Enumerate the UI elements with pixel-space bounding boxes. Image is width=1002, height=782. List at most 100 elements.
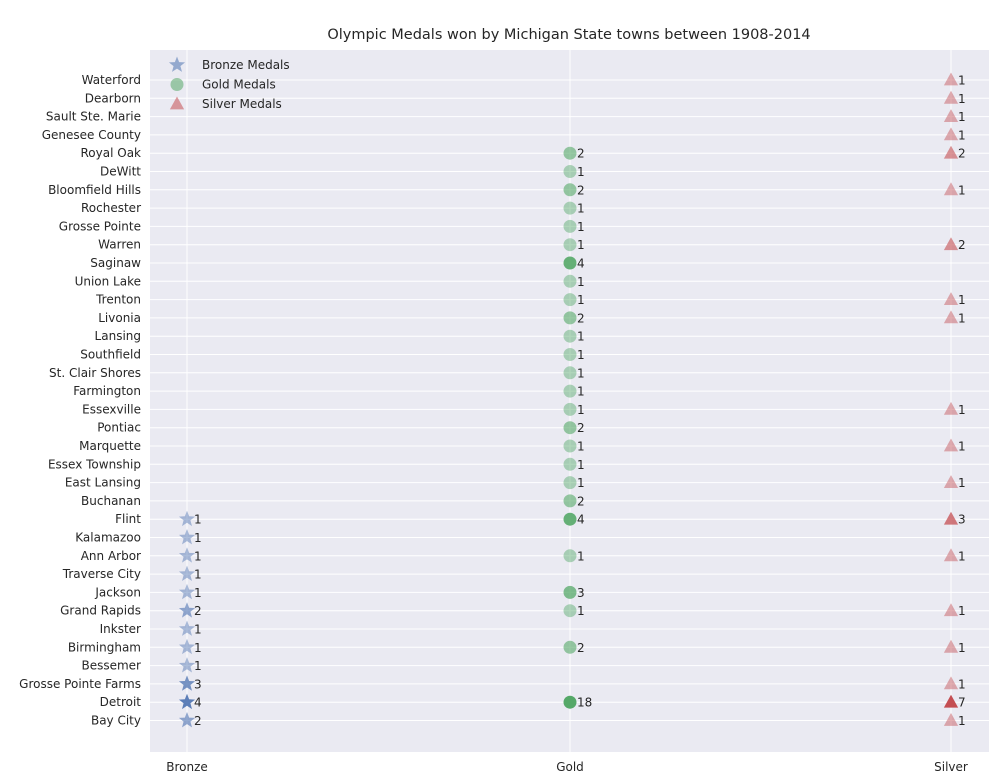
data-label: 1 [958,714,966,728]
data-point-circle [563,476,577,490]
y-tick-label: Birmingham [68,640,141,654]
data-label: 1 [577,330,585,344]
y-tick-label: Bessemer [81,659,141,673]
data-point-circle [563,219,577,233]
y-tick-label: Traverse City [62,567,141,581]
y-tick-label: Trenton [95,293,141,307]
data-label: 1 [577,549,585,563]
data-label: 2 [958,147,966,161]
data-label: 1 [958,311,966,325]
y-tick-label: Dearborn [85,91,141,105]
data-point-circle [563,549,577,563]
data-label: 2 [577,494,585,508]
x-tick-label: Bronze [166,760,208,774]
data-point-star [178,693,196,710]
y-tick-label: Buchanan [81,494,141,508]
data-point-triangle [943,310,959,324]
y-tick-label: Union Lake [75,274,141,288]
y-tick-label: Jackson [94,585,141,599]
y-tick-label: Pontiac [97,421,141,435]
x-tick-label: Gold [556,760,584,774]
data-point-triangle [943,475,959,488]
data-label: 1 [958,677,966,691]
data-point-triangle [943,676,959,690]
data-point-triangle [943,713,959,726]
data-label: 1 [577,238,585,252]
data-point-triangle [943,438,959,452]
data-point-circle [563,384,577,398]
data-label: 1 [577,275,585,289]
data-point-star [178,620,196,636]
data-label: 1 [958,476,966,490]
legend-label: Bronze Medals [202,58,290,72]
data-label: 2 [577,311,585,325]
data-label: 1 [577,165,585,179]
data-label: 1 [577,348,585,362]
legend-marker-triangle [169,96,185,110]
data-label: 4 [577,513,585,527]
y-tick-label: Inkster [100,622,141,636]
y-tick-label: Grosse Pointe [59,219,141,233]
data-point-circle [563,329,577,343]
data-label: 1 [194,623,202,637]
data-point-triangle [943,109,959,122]
y-tick-label: Warren [98,238,141,252]
data-point-triangle [943,639,959,653]
y-tick-label: Flint [115,512,141,526]
legend-label: Gold Medals [202,78,276,92]
data-label: 2 [958,238,966,252]
data-label: 4 [194,696,202,710]
data-label: 1 [577,385,585,399]
data-point-circle [563,604,577,618]
y-tick-label: St. Clair Shores [49,366,141,380]
data-label: 2 [577,147,585,161]
data-label: 1 [577,293,585,307]
data-point-circle [563,494,577,508]
y-tick-label: Waterford [82,73,141,87]
data-point-triangle [943,511,959,525]
y-tick-label: Royal Oak [81,146,142,160]
data-point-circle [563,256,577,270]
data-label: 1 [958,604,966,618]
data-point-star [178,565,196,581]
data-point-triangle [943,145,959,159]
data-label: 3 [958,513,966,527]
y-tick-label: Grosse Pointe Farms [19,677,141,691]
data-point-star [178,529,196,545]
y-tick-label: Sault Ste. Marie [46,110,141,124]
data-label: 1 [194,531,202,545]
data-point-star [178,583,196,600]
data-label: 1 [577,440,585,454]
data-label: 2 [194,604,202,618]
data-point-circle [563,274,577,288]
data-label: 3 [194,677,202,691]
y-tick-label: Marquette [79,439,141,453]
y-tick-label: Bay City [91,714,141,728]
y-tick-label: Detroit [100,695,142,709]
data-label: 1 [194,549,202,563]
data-point-triangle [943,401,959,415]
data-label: 4 [577,257,585,271]
data-point-triangle [943,90,959,104]
y-tick-label: Genesee County [42,128,141,142]
data-label: 1 [958,293,966,307]
y-tick-label: Essex Township [48,457,141,471]
data-point-circle [563,640,577,654]
data-point-circle [563,457,577,471]
y-tick-label: Bloomfield Hills [48,183,141,197]
data-label: 1 [194,659,202,673]
data-point-triangle [943,182,959,196]
y-tick-label: Southfield [80,348,141,362]
data-label: 1 [577,202,585,216]
data-point-triangle [943,237,959,251]
data-point-circle [563,165,577,178]
data-point-circle [563,348,577,361]
data-point-star [178,510,196,527]
y-tick-label: Essexville [82,402,141,416]
data-label: 2 [577,641,585,655]
y-tick-label: Farmington [73,384,141,398]
data-label: 7 [958,696,966,710]
data-label: 1 [958,110,966,124]
data-point-star [178,657,196,673]
